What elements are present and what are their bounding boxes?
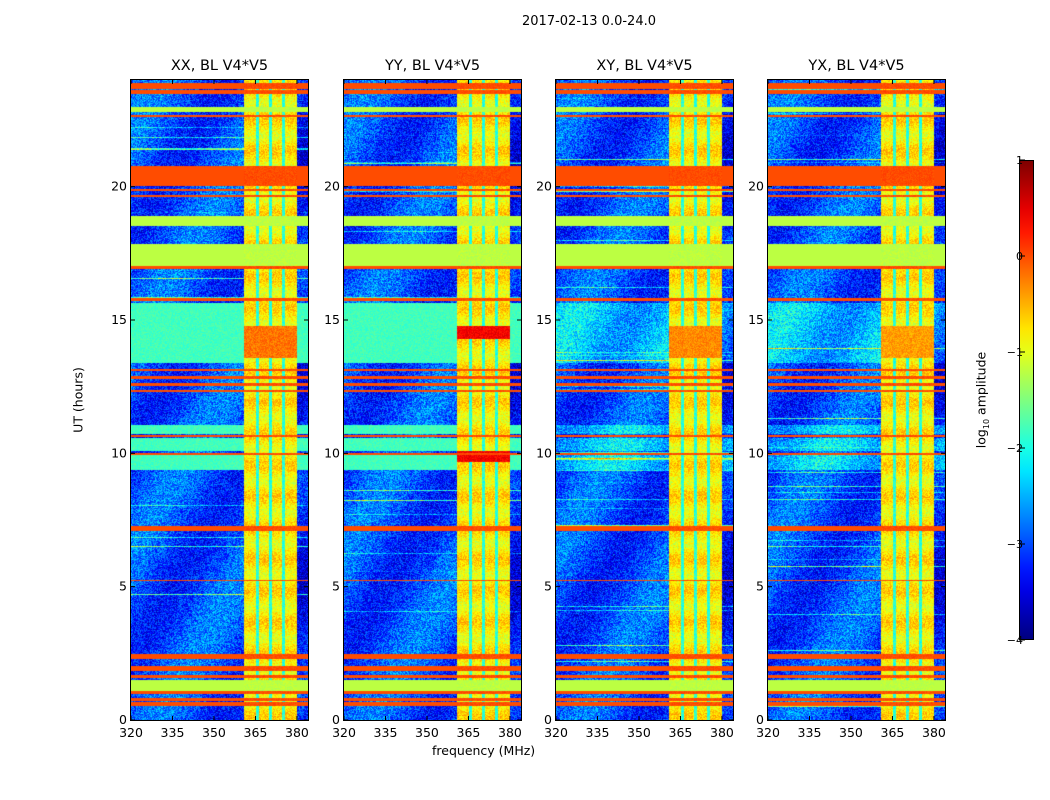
x-tick-label: 320 <box>332 725 356 740</box>
y-tick-label: 15 <box>111 312 127 327</box>
panel-yy: YY, BL V4*V5 320 335 350 365 380 0 5 10 15 20 <box>324 58 522 740</box>
x-tick-label: 320 <box>544 725 568 740</box>
y-tick-label: 5 <box>544 579 552 594</box>
colorbar <box>1019 160 1034 640</box>
heatmap-xx <box>131 80 308 720</box>
x-tick-label: 320 <box>119 725 143 740</box>
x-tick-label: 365 <box>457 725 481 740</box>
y-tick-label: 0 <box>119 712 127 727</box>
colorbar-label: log10 amplitude <box>973 351 991 449</box>
y-tick-label: 0 <box>544 712 552 727</box>
panel-title: YY, BL V4*V5 <box>384 58 481 74</box>
x-tick-label: 335 <box>161 725 185 740</box>
y-tick-label: 15 <box>324 312 340 327</box>
x-tick-label: 320 <box>756 725 780 740</box>
y-tick-label: 5 <box>332 579 340 594</box>
y-axis-label: UT (hours) <box>70 367 86 433</box>
panel-title: XY, BL V4*V5 <box>596 58 693 74</box>
panel-title: XX, BL V4*V5 <box>170 58 269 74</box>
x-tick-label: 350 <box>202 725 226 740</box>
panel-title: YX, BL V4*V5 <box>808 58 905 74</box>
colorbar-tick-label: 0 <box>1016 250 1023 263</box>
figure-title: 2017-02-13 0.0-24.0 <box>522 14 656 29</box>
x-tick-label: 335 <box>798 725 822 740</box>
axes: 320 335 350 365 380 0 5 10 15 20 <box>111 80 309 740</box>
y-tick-label: 15 <box>536 312 552 327</box>
x-tick-label: 380 <box>710 725 734 740</box>
x-tick-label: 380 <box>285 725 309 740</box>
y-tick-label: 5 <box>119 579 127 594</box>
colorbar-tick-label: −2 <box>1007 442 1023 455</box>
y-tick-label: 20 <box>536 179 552 194</box>
y-tick-label: 10 <box>111 445 127 460</box>
x-tick-label: 365 <box>244 725 268 740</box>
x-tick-label: 380 <box>498 725 522 740</box>
x-tick-label: 365 <box>881 725 905 740</box>
y-tick-label: 5 <box>756 579 764 594</box>
colorbar-tick-label: 1 <box>1016 154 1023 167</box>
x-tick-label: 350 <box>415 725 439 740</box>
x-tick-label: 350 <box>839 725 863 740</box>
y-tick-label: 10 <box>748 445 764 460</box>
y-tick-label: 0 <box>332 712 340 727</box>
panel-yx: YX, BL V4*V5 320 335 350 365 380 0 5 10 15 20 <box>748 58 946 740</box>
colorbar-tick-label: −3 <box>1007 538 1023 551</box>
panel-xy: XY, BL V4*V5 320 335 350 365 380 0 5 10 15 20 <box>536 58 734 740</box>
y-tick-label: 10 <box>324 445 340 460</box>
x-tick-label: 380 <box>922 725 946 740</box>
colorbar-tick-label: −1 <box>1007 346 1023 359</box>
y-tick-label: 0 <box>756 712 764 727</box>
x-tick-label: 350 <box>627 725 651 740</box>
y-tick-label: 15 <box>748 312 764 327</box>
axes: 320 335 350 365 380 0 5 10 15 20 <box>324 80 522 740</box>
x-tick-label: 335 <box>586 725 610 740</box>
x-axis-label: frequency (MHz) <box>432 743 536 758</box>
heatmap-yx <box>768 80 945 720</box>
y-tick-label: 20 <box>748 179 764 194</box>
panel-xx: XX, BL V4*V5 320 335 350 365 380 0 5 10 15 20 <box>111 58 309 740</box>
axes: 320 335 350 365 380 0 5 10 15 20 <box>748 80 946 740</box>
y-tick-label: 10 <box>536 445 552 460</box>
axes: 320 335 350 365 380 0 5 10 15 20 <box>536 80 734 740</box>
x-tick-label: 335 <box>374 725 398 740</box>
y-tick-label: 20 <box>111 179 127 194</box>
colorbar-tick-label: −4 <box>1007 634 1023 647</box>
heatmap-yy <box>344 80 521 720</box>
x-tick-label: 365 <box>669 725 693 740</box>
heatmap-xy <box>556 80 733 720</box>
colorbar-axis: 1 0 −1 −2 −3 −4 <box>1007 154 1025 647</box>
y-tick-label: 20 <box>324 179 340 194</box>
